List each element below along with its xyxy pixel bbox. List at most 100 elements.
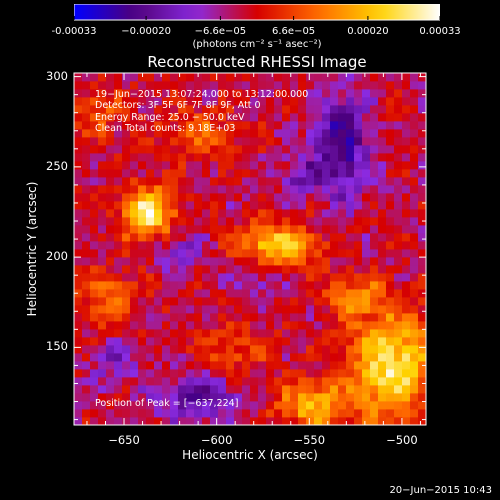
heatmap-cell xyxy=(226,409,235,418)
heatmap-cell xyxy=(250,73,259,82)
heatmap-cell xyxy=(194,129,203,138)
heatmap-cell xyxy=(122,401,131,410)
heatmap-cell xyxy=(370,185,379,194)
heatmap-cell xyxy=(346,129,355,138)
heatmap-cell xyxy=(410,145,419,154)
heatmap-cell xyxy=(202,289,211,298)
heatmap-cell xyxy=(306,265,315,274)
heatmap-cell xyxy=(170,393,179,402)
heatmap-cell xyxy=(82,209,91,218)
heatmap-cell xyxy=(138,233,147,242)
heatmap-cell xyxy=(106,353,115,362)
heatmap-cell xyxy=(82,137,91,146)
heatmap-cell xyxy=(234,393,243,402)
heatmap-cell xyxy=(82,201,91,210)
heatmap-cell xyxy=(130,89,139,98)
heatmap-cell xyxy=(186,337,195,346)
heatmap-cell xyxy=(178,121,187,130)
heatmap-cell xyxy=(98,377,107,386)
heatmap-cell xyxy=(74,353,83,362)
heatmap-cell xyxy=(362,329,371,338)
heatmap-cell xyxy=(418,209,427,218)
heatmap-cell xyxy=(346,305,355,314)
heatmap-cell xyxy=(202,177,211,186)
heatmap-cell xyxy=(306,281,315,290)
heatmap-cell xyxy=(250,393,259,402)
heatmap-cell xyxy=(258,281,267,290)
heatmap-cell xyxy=(410,209,419,218)
heatmap-cell xyxy=(346,249,355,258)
heatmap-cell xyxy=(82,105,91,114)
heatmap-cell xyxy=(330,273,339,282)
heatmap-cell xyxy=(82,265,91,274)
heatmap-cell xyxy=(266,169,275,178)
heatmap-cell xyxy=(162,217,171,226)
heatmap-cell xyxy=(394,225,403,234)
heatmap-cell xyxy=(202,217,211,226)
heatmap-cell xyxy=(386,129,395,138)
heatmap-cell xyxy=(354,201,363,210)
heatmap-cell xyxy=(354,385,363,394)
heatmap-cell xyxy=(378,361,387,370)
heatmap-cell xyxy=(186,73,195,82)
heatmap-cell xyxy=(154,129,163,138)
heatmap-cell xyxy=(162,225,171,234)
heatmap-cell xyxy=(90,409,99,418)
heatmap-cell xyxy=(122,377,131,386)
heatmap-cell xyxy=(378,185,387,194)
heatmap-cell xyxy=(346,409,355,418)
heatmap-cell xyxy=(354,329,363,338)
heatmap-cell xyxy=(346,193,355,202)
heatmap-cell xyxy=(290,337,299,346)
heatmap-cell xyxy=(226,321,235,330)
heatmap-cell xyxy=(170,401,179,410)
heatmap-cell xyxy=(258,361,267,370)
heatmap-cell xyxy=(338,369,347,378)
heatmap-cell xyxy=(122,329,131,338)
heatmap-cell xyxy=(130,81,139,90)
heatmap-cell xyxy=(226,377,235,386)
heatmap-cell xyxy=(218,81,227,90)
heatmap-cell xyxy=(210,337,219,346)
heatmap-cell xyxy=(306,217,315,226)
heatmap-cell xyxy=(418,185,427,194)
heatmap-cell xyxy=(338,321,347,330)
heatmap-cell xyxy=(122,273,131,282)
heatmap-cell xyxy=(162,257,171,266)
heatmap-cell xyxy=(154,329,163,338)
heatmap-cell xyxy=(394,145,403,154)
heatmap-cell xyxy=(258,409,267,418)
heatmap-cell xyxy=(122,177,131,186)
heatmap-cell xyxy=(106,209,115,218)
heatmap-cell xyxy=(346,353,355,362)
heatmap-cell xyxy=(178,145,187,154)
heatmap-cell xyxy=(370,385,379,394)
heatmap-cell xyxy=(74,409,83,418)
heatmap-cell xyxy=(322,193,331,202)
heatmap-cell xyxy=(402,273,411,282)
heatmap-cell xyxy=(362,105,371,114)
heatmap-cell xyxy=(162,369,171,378)
heatmap-cell xyxy=(282,209,291,218)
heatmap-cell xyxy=(370,281,379,290)
heatmap-cell xyxy=(162,401,171,410)
heatmap-cell xyxy=(178,361,187,370)
heatmap-cell xyxy=(418,129,427,138)
heatmap-cell xyxy=(354,113,363,122)
heatmap-cell xyxy=(418,401,427,410)
heatmap-cell xyxy=(370,257,379,266)
heatmap-cell xyxy=(90,233,99,242)
heatmap-cell xyxy=(274,161,283,170)
heatmap-cell xyxy=(98,345,107,354)
heatmap-cell xyxy=(210,185,219,194)
heatmap-cell xyxy=(138,193,147,202)
heatmap-cell xyxy=(74,385,83,394)
heatmap-cell xyxy=(106,217,115,226)
heatmap-cell xyxy=(194,113,203,122)
heatmap-cell xyxy=(250,201,259,210)
heatmap-cell xyxy=(130,201,139,210)
heatmap-cell xyxy=(266,161,275,170)
heatmap-cell xyxy=(258,145,267,154)
heatmap-cell xyxy=(242,137,251,146)
heatmap-cell xyxy=(410,97,419,106)
